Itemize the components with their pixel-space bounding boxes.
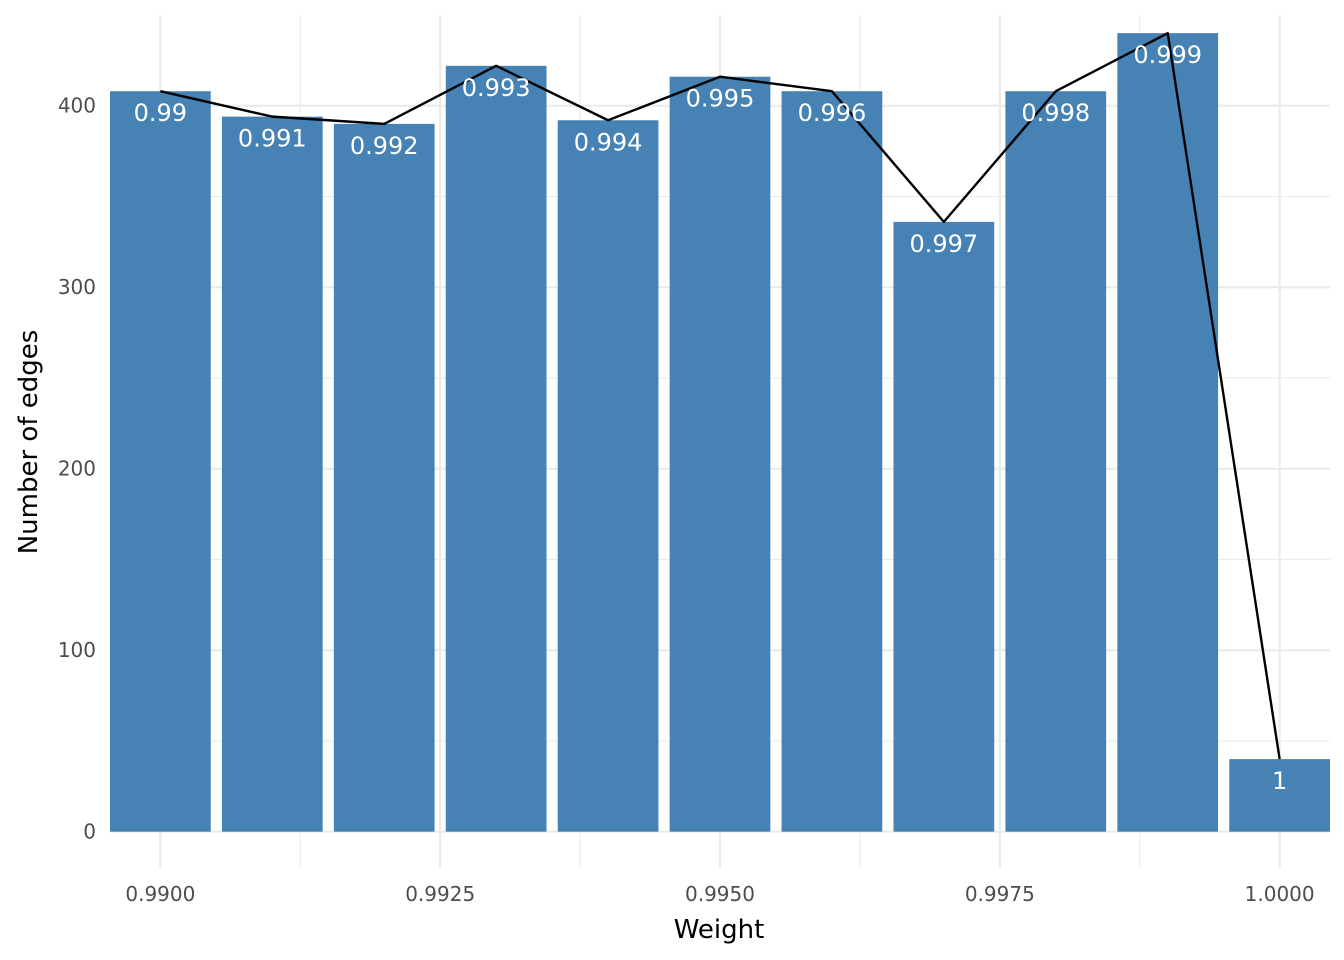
bar	[669, 76, 771, 832]
x-axis-ticks: 0.9900 0.9925 0.9950 0.9975 1.0000	[125, 882, 1314, 906]
x-tick-label: 0.9925	[405, 882, 475, 906]
y-tick-label: 300	[58, 275, 96, 299]
bar-label: 1	[1272, 767, 1287, 795]
x-tick-label: 0.9950	[685, 882, 755, 906]
bar-label: 0.995	[686, 85, 755, 113]
y-axis-title: Number of edges	[14, 330, 44, 555]
trend-line-group	[160, 31, 1281, 760]
bar-label: 0.996	[798, 99, 867, 127]
y-tick-label: 200	[58, 457, 96, 481]
bar-label: 0.991	[238, 125, 307, 153]
bar-labels: 0.99 0.991 0.992 0.993 0.994 0.995 0.996 0.997 0…	[134, 41, 1288, 795]
bar	[110, 91, 211, 832]
y-tick-label: 0	[83, 820, 96, 844]
bar-label: 0.993	[462, 74, 531, 102]
y-tick-label: 100	[58, 638, 96, 662]
bar	[333, 123, 435, 832]
bar	[445, 65, 547, 832]
bar	[557, 120, 659, 832]
bar-label: 0.997	[909, 230, 978, 258]
bar-label: 0.992	[350, 132, 419, 160]
bar-label: 0.999	[1133, 41, 1202, 69]
bar	[1229, 759, 1330, 832]
bar	[781, 91, 883, 832]
trend-line	[160, 31, 1281, 760]
bar-label: 0.994	[574, 128, 643, 156]
bar-label: 0.998	[1021, 99, 1090, 127]
x-tick-label: 0.9975	[965, 882, 1035, 906]
bar	[893, 221, 995, 832]
bars	[110, 33, 1330, 832]
x-tick-label: 0.9900	[125, 882, 195, 906]
bar	[1117, 33, 1219, 832]
y-tick-label: 400	[58, 94, 96, 118]
y-axis-ticks: 0 100 200 300 400	[58, 94, 96, 844]
x-axis-title: Weight	[674, 915, 765, 945]
bar	[1005, 91, 1107, 832]
x-tick-label: 1.0000	[1245, 882, 1315, 906]
bar	[221, 116, 323, 832]
bar-label: 0.99	[134, 99, 187, 127]
